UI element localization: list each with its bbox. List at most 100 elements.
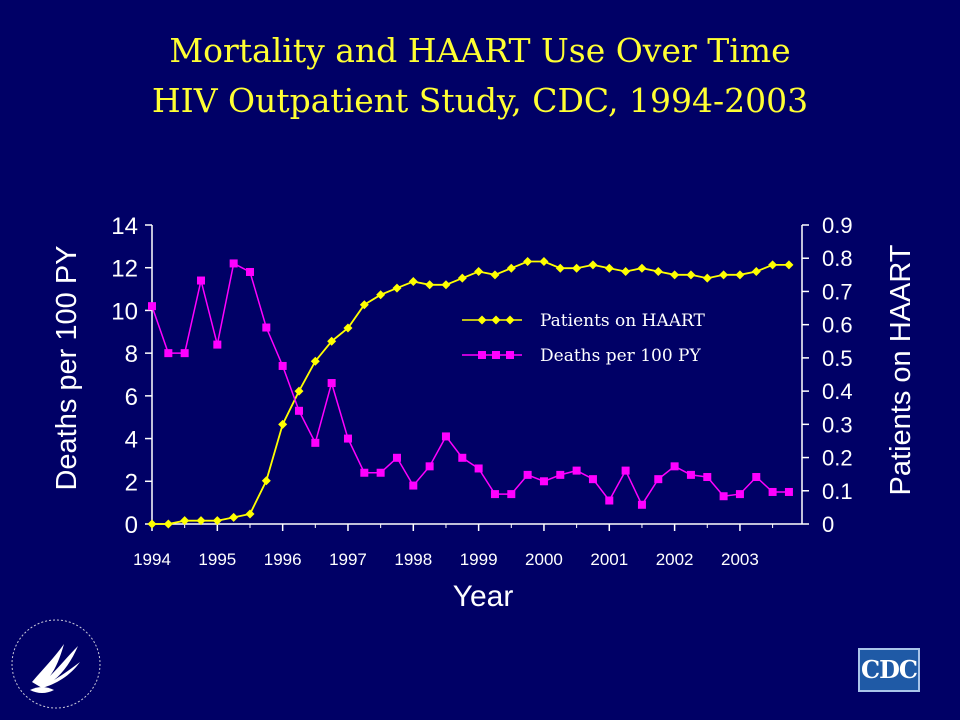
haart-line xyxy=(152,260,789,525)
x-tick-label: 2003 xyxy=(721,550,759,569)
y2-tick-label: 0.9 xyxy=(822,213,853,238)
haart-point xyxy=(457,273,467,283)
haart-point xyxy=(621,267,631,277)
deaths-point xyxy=(343,434,352,443)
deaths-point xyxy=(278,361,287,370)
y2-tick-label: 0.2 xyxy=(822,446,853,471)
x-tick-label: 2001 xyxy=(590,550,628,569)
legend-item-deaths: Deaths per 100 PY xyxy=(462,346,701,366)
y2-tick-label: 0 xyxy=(822,512,834,537)
y2-axis-label: Patients on HAART xyxy=(885,244,917,495)
haart-point xyxy=(670,270,680,280)
deaths-point xyxy=(654,475,663,484)
haart-point xyxy=(784,260,794,270)
y2-tick-label: 0.1 xyxy=(822,479,853,504)
deaths-point xyxy=(229,259,238,268)
haart-point xyxy=(637,263,647,273)
deaths-point xyxy=(164,349,173,358)
deaths-point xyxy=(474,464,483,473)
deaths-point xyxy=(507,490,516,499)
deaths-point xyxy=(490,490,499,499)
haart-point xyxy=(572,263,582,273)
haart-point xyxy=(163,519,173,529)
y-axis-label: Deaths per 100 PY xyxy=(51,245,83,490)
legend-item-haart: Patients on HAART xyxy=(462,311,706,331)
y2-tick-label: 0.5 xyxy=(822,346,853,371)
deaths-point xyxy=(768,487,777,496)
deaths-point xyxy=(539,477,548,486)
haart-point xyxy=(686,270,696,280)
haart-point xyxy=(229,512,239,522)
deaths-point xyxy=(523,470,532,479)
y-tick-label: 8 xyxy=(125,341,138,368)
deaths-point xyxy=(360,468,369,477)
haart-point xyxy=(376,290,386,300)
haart-point xyxy=(147,519,157,529)
deaths-point xyxy=(556,470,565,479)
haart-point xyxy=(523,257,533,267)
haart-point xyxy=(555,263,565,273)
haart-point xyxy=(768,260,778,270)
deaths-point xyxy=(376,468,385,477)
y2-tick-label: 0.3 xyxy=(822,412,853,437)
deaths-point xyxy=(735,490,744,499)
x-tick-label: 1995 xyxy=(198,550,236,569)
deaths-point xyxy=(637,500,646,509)
deaths-line xyxy=(151,262,789,507)
deaths-point xyxy=(605,496,614,505)
x-tick-label: 2000 xyxy=(525,550,563,569)
y2-tick-label: 0.6 xyxy=(822,313,853,338)
haart-point xyxy=(278,419,288,429)
haart-point xyxy=(539,257,549,267)
hhs-eagle-seal xyxy=(11,619,101,709)
x-tick-label: 1996 xyxy=(264,550,302,569)
x-tick-label: 1997 xyxy=(329,550,367,569)
deaths-point xyxy=(441,432,450,441)
slide-title-line1: Mortality and HAART Use Over Time xyxy=(169,31,791,70)
deaths-point xyxy=(670,462,679,471)
haart-point xyxy=(653,267,663,277)
haart-point xyxy=(196,516,206,526)
series-patients-on-haart xyxy=(147,257,794,529)
deaths-point xyxy=(752,473,761,482)
haart-point xyxy=(408,276,418,286)
y2-tick-label: 0.7 xyxy=(822,279,853,304)
deaths-point xyxy=(180,349,189,358)
haart-point xyxy=(343,323,353,333)
x-tick-label: 2002 xyxy=(656,550,694,569)
deaths-point xyxy=(719,492,728,501)
legend-marker xyxy=(491,315,501,325)
haart-point xyxy=(294,386,304,396)
series-deaths-per-100py xyxy=(148,259,793,509)
chart-legend: Patients on HAART Deaths per 100 PY xyxy=(462,311,706,366)
haart-point xyxy=(327,336,337,346)
deaths-point xyxy=(311,438,320,447)
haart-point xyxy=(180,516,190,526)
deaths-point xyxy=(588,475,597,484)
haart-point xyxy=(719,270,729,280)
x-tick-label: 1994 xyxy=(133,550,171,569)
haart-point xyxy=(490,270,500,280)
legend-marker xyxy=(492,351,500,359)
legend-label: Patients on HAART xyxy=(540,311,706,331)
legend-marker xyxy=(478,351,486,359)
x-tick-label: 1998 xyxy=(394,550,432,569)
legend-marker xyxy=(505,315,515,325)
deaths-point xyxy=(784,487,793,496)
y-tick-label: 10 xyxy=(111,298,138,325)
cdc-logo: CDC xyxy=(858,648,920,692)
deaths-point xyxy=(409,481,418,490)
y-tick-label: 0 xyxy=(125,512,138,539)
haart-point xyxy=(392,283,402,293)
haart-point xyxy=(506,263,516,273)
deaths-point xyxy=(196,276,205,285)
haart-point xyxy=(425,280,435,290)
haart-point xyxy=(588,260,598,270)
haart-point xyxy=(751,267,761,277)
deaths-point xyxy=(458,453,467,462)
chart-axes: 0 2 4 6 8 10 12 14 0 0.1 0.2 0.3 0.4 0.5 0.6 0.7 0.8 0.9 1… xyxy=(111,213,852,569)
legend-label: Deaths per 100 PY xyxy=(540,346,701,366)
deaths-point xyxy=(703,473,712,482)
